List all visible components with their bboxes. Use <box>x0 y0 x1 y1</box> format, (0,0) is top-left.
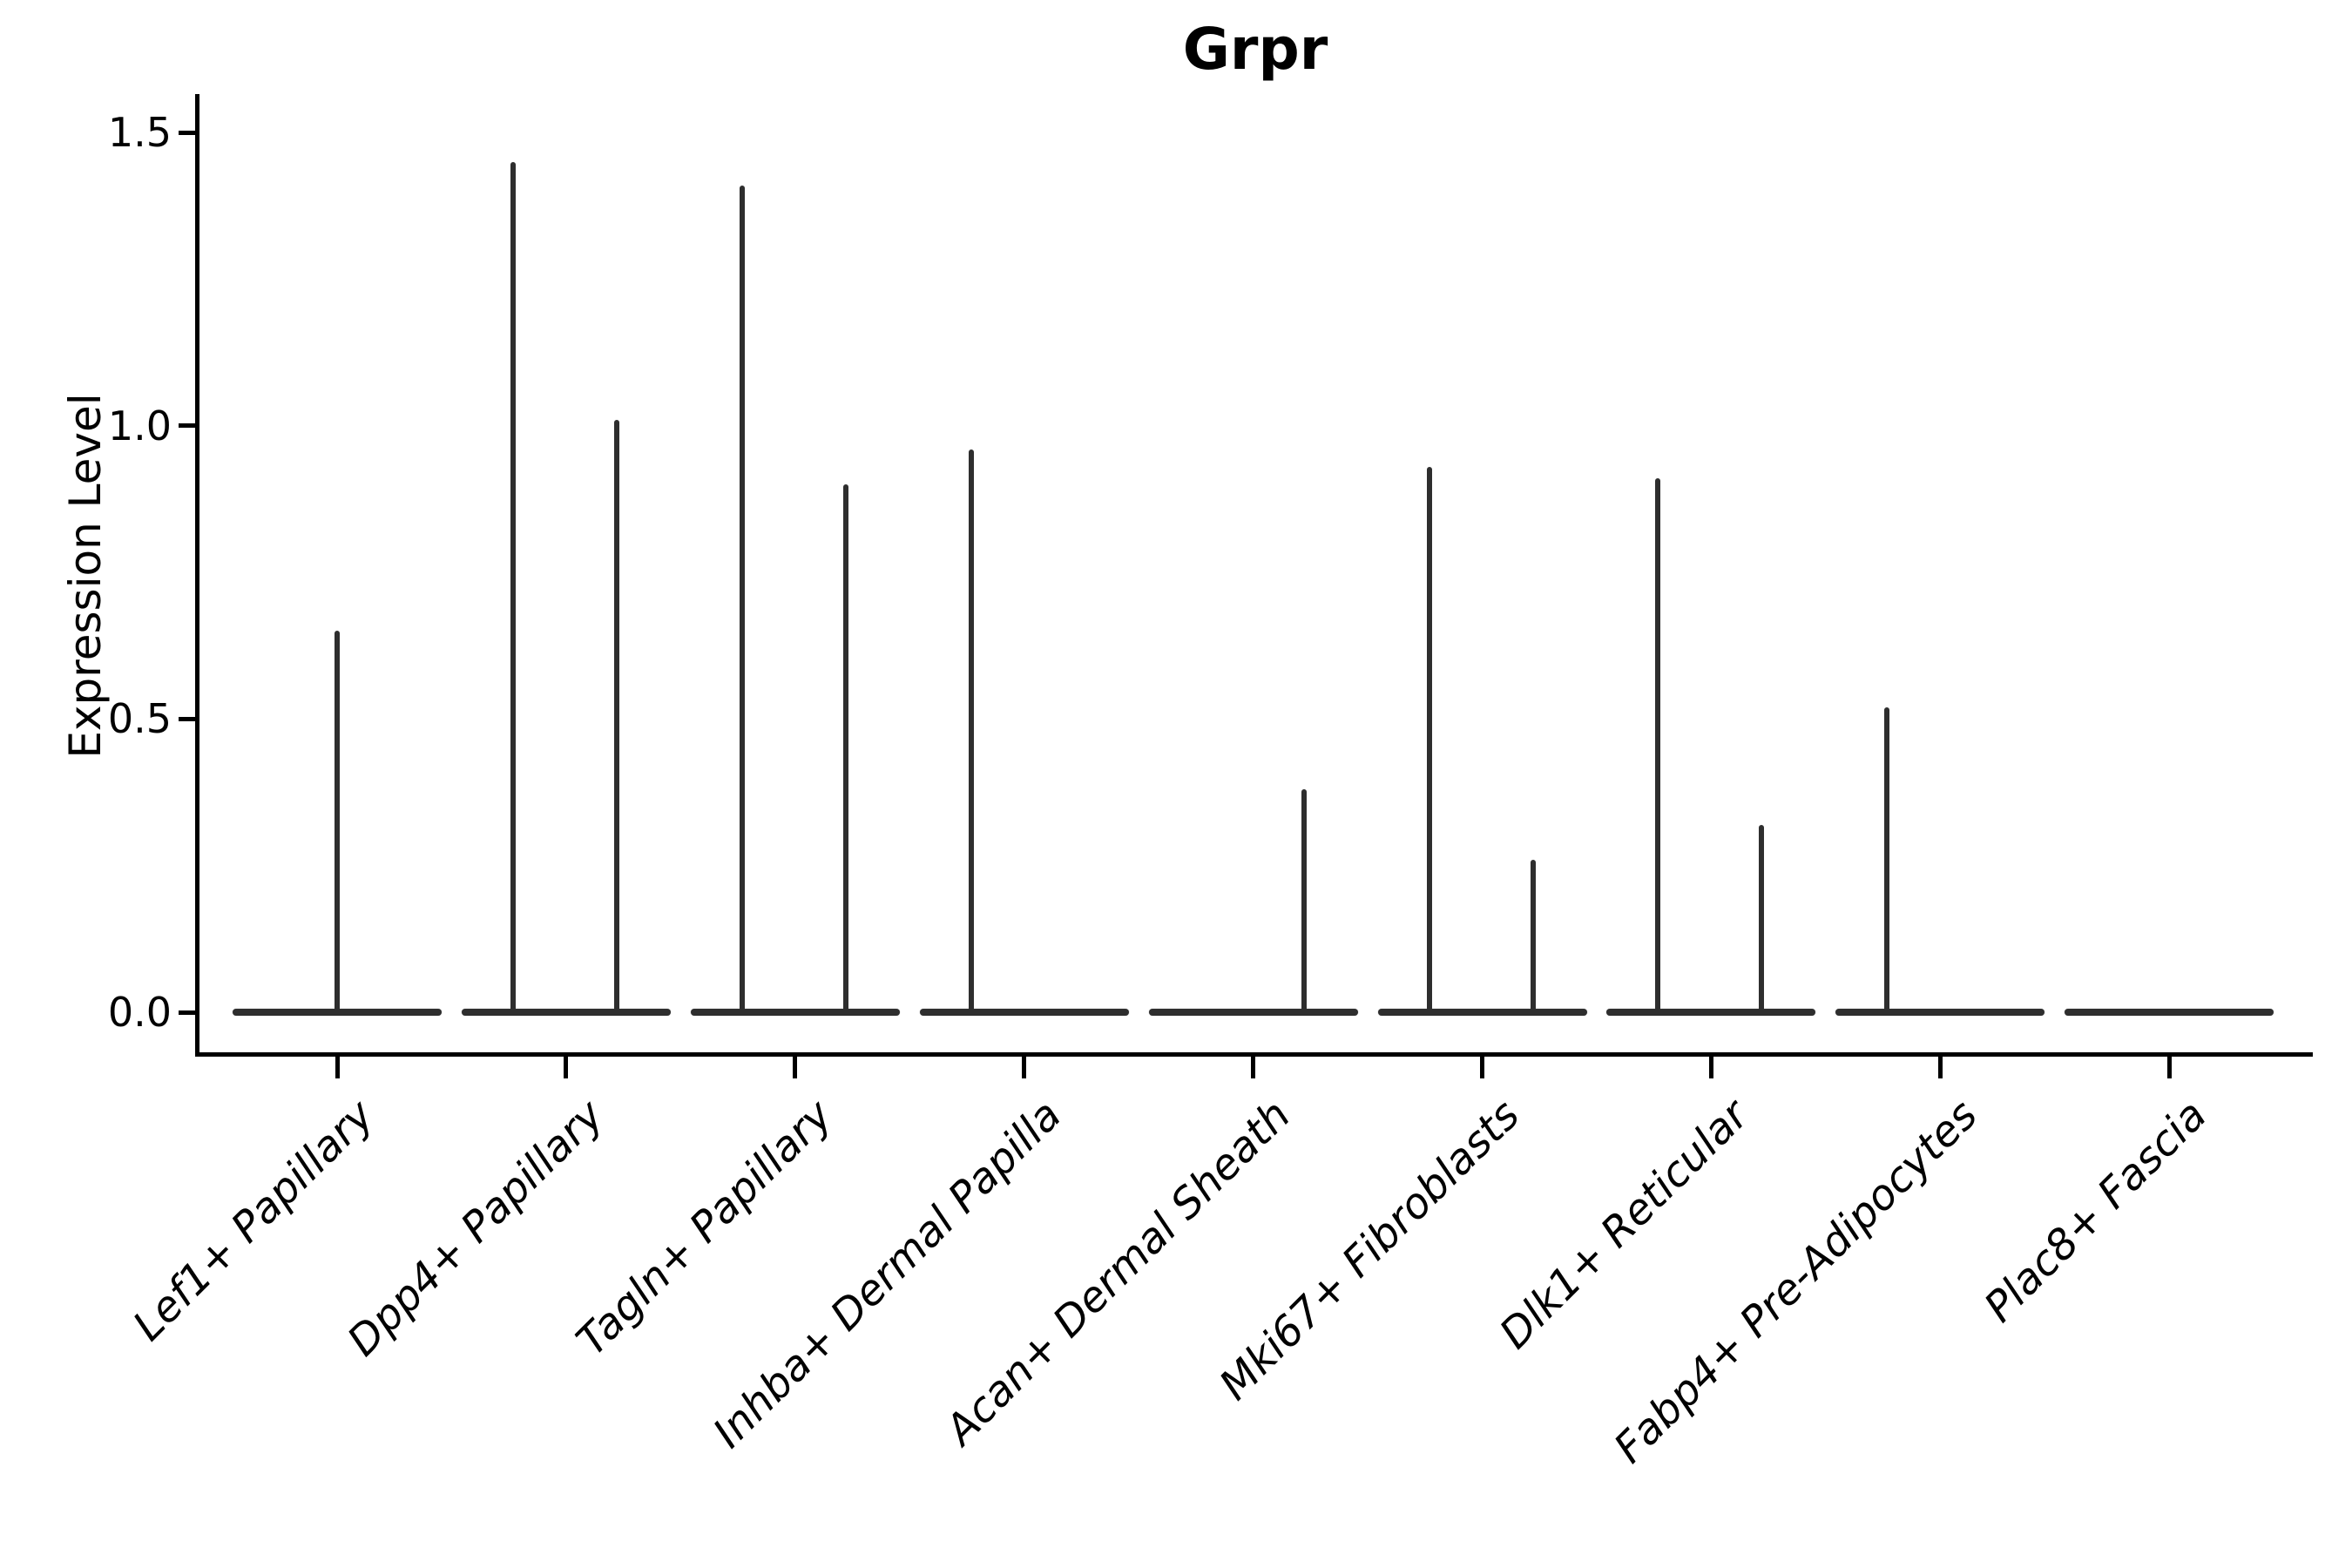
y-tick-label-1.5: 1.5 <box>107 109 172 157</box>
x-tick-mark-6 <box>1480 1057 1484 1078</box>
violin-base <box>2065 1009 2274 1016</box>
x-tick-mark-1 <box>335 1057 340 1078</box>
x-tick-mark-3 <box>793 1057 798 1078</box>
x-tick-label: Plac8+ Fascia <box>1975 1091 2216 1332</box>
violin-spike <box>842 484 848 1016</box>
x-tick-label: Dlk1+ Reticular <box>1490 1091 1759 1359</box>
y-tick-mark-0.5 <box>179 716 198 721</box>
violin-spike <box>739 185 745 1016</box>
x-tick-mark-2 <box>564 1057 569 1078</box>
y-tick-mark-0.0 <box>179 1010 198 1015</box>
x-tick-label: Fabp4+ Pre-Adipocytes <box>1605 1091 1987 1473</box>
violin-spike <box>510 161 516 1016</box>
y-tick-label-0.5: 0.5 <box>107 695 172 743</box>
violin-spike <box>968 449 974 1016</box>
x-tick-mark-8 <box>1937 1057 1943 1078</box>
violin-spike <box>1759 824 1765 1016</box>
violin-base <box>1148 1009 1358 1016</box>
x-tick-label: Tagln+ Papillary <box>567 1091 842 1366</box>
violin-spike <box>1655 478 1661 1016</box>
violin-spike <box>1884 706 1890 1016</box>
y-tick-mark-1.5 <box>179 130 198 135</box>
violin-base <box>1835 1009 2045 1016</box>
chart-title: Grpr <box>1182 16 1328 83</box>
y-tick-label-0.0: 0.0 <box>107 989 172 1036</box>
x-tick-mark-9 <box>2166 1057 2172 1078</box>
violin-base <box>919 1009 1129 1016</box>
violin-base <box>461 1009 671 1016</box>
x-tick-label: Dpp4+ Papillary <box>337 1091 613 1366</box>
y-tick-mark-1.0 <box>179 423 198 429</box>
violin-spike <box>1530 859 1536 1016</box>
x-tick-mark-7 <box>1708 1057 1713 1078</box>
violin-spike <box>1301 789 1307 1016</box>
violin-spike <box>335 631 340 1016</box>
violin-base <box>690 1009 900 1016</box>
x-tick-mark-4 <box>1022 1057 1027 1078</box>
violin-base <box>1377 1009 1587 1016</box>
x-tick-mark-5 <box>1251 1057 1256 1078</box>
x-axis-spine <box>195 1052 2313 1057</box>
violin-base <box>1606 1009 1816 1016</box>
violin-spike <box>613 419 619 1016</box>
y-tick-label-1.0: 1.0 <box>107 402 172 449</box>
violin-spike <box>1426 466 1432 1016</box>
x-tick-label: Lef1+ Papillary <box>124 1091 384 1351</box>
y-axis-spine <box>195 94 199 1057</box>
